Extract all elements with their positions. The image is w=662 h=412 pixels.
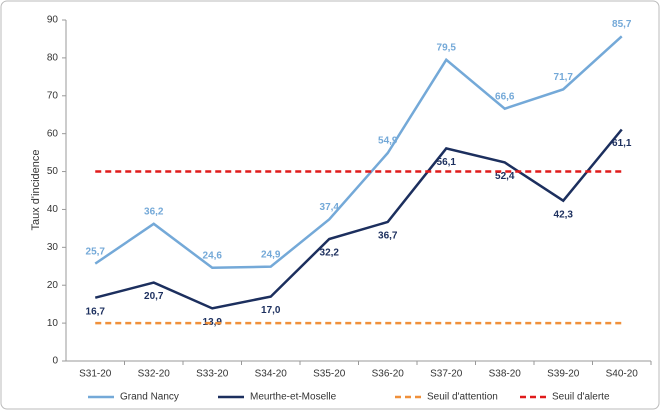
- data-label: 79,5: [437, 42, 457, 53]
- legend-label: Grand Nancy: [120, 392, 179, 403]
- x-tick-label: S38-20: [489, 369, 522, 380]
- data-label: 13,9: [203, 317, 223, 328]
- y-tick-label: 40: [47, 204, 59, 215]
- y-tick-label: 20: [47, 280, 59, 291]
- x-tick-label: S31-20: [79, 369, 112, 380]
- data-label: 42,3: [554, 209, 574, 220]
- series-line: [94, 35, 623, 270]
- data-label: 20,7: [144, 291, 164, 302]
- y-tick-label: 70: [47, 90, 59, 101]
- data-label: 36,7: [378, 231, 398, 242]
- data-label: 61,1: [612, 138, 632, 149]
- y-tick-label: 60: [47, 128, 59, 139]
- data-label: 36,2: [144, 206, 164, 217]
- x-tick-label: S32-20: [138, 369, 171, 380]
- y-tick-label: 0: [52, 356, 58, 367]
- data-label: 85,7: [612, 19, 632, 30]
- x-tick-label: S37-20: [430, 369, 463, 380]
- legend-label: Seuil d'alerte: [552, 392, 610, 403]
- legend-label: Meurthe-et-Moselle: [250, 392, 337, 403]
- data-label: 24,6: [203, 250, 223, 261]
- data-label: 37,4: [320, 202, 340, 213]
- x-tick-label: S35-20: [313, 369, 346, 380]
- x-tick-label: S34-20: [255, 369, 288, 380]
- data-label: 54,9: [378, 136, 398, 147]
- y-tick-label: 90: [47, 15, 59, 26]
- data-label: 24,9: [261, 249, 281, 260]
- x-tick-label: S39-20: [547, 369, 580, 380]
- y-tick-label: 80: [47, 53, 59, 64]
- data-label: 25,7: [86, 246, 106, 257]
- x-tick-label: S36-20: [372, 369, 405, 380]
- data-label: 16,7: [86, 306, 106, 317]
- y-tick-label: 30: [47, 242, 59, 253]
- data-label: 17,0: [261, 305, 281, 316]
- series-line: [94, 128, 623, 310]
- x-tick-label: S33-20: [196, 369, 229, 380]
- data-label: 56,1: [437, 157, 457, 168]
- y-tick-label: 50: [47, 166, 59, 177]
- data-label: 71,7: [554, 72, 574, 83]
- data-label: 32,2: [320, 248, 340, 259]
- x-tick-label: S40-20: [606, 369, 639, 380]
- data-label: 52,4: [495, 171, 515, 182]
- y-axis-label: Taux d'incidence: [30, 150, 42, 231]
- legend-label: Seuil d'attention: [427, 392, 498, 403]
- y-tick-label: 10: [47, 318, 59, 329]
- data-label: 66,6: [495, 91, 515, 102]
